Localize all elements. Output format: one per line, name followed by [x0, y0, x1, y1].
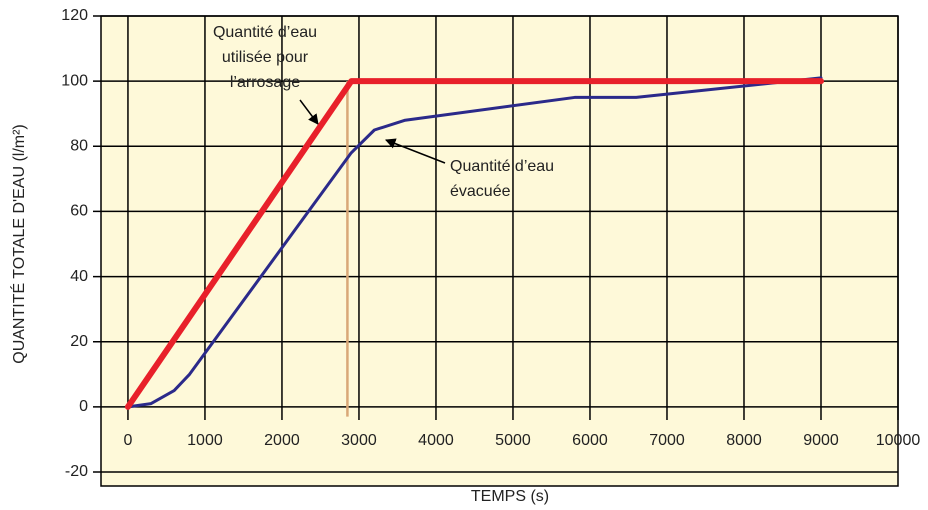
x-tick-label: 8000 [726, 432, 762, 449]
x-tick-label: 10000 [876, 432, 921, 449]
annotation: Quantité d’eau [213, 24, 317, 41]
annotation: utilisée pour [222, 49, 309, 66]
y-tick-label: 40 [70, 268, 88, 285]
y-axis-label: QUANTITÉ TOTALE D'EAU (l/m²) [9, 124, 28, 364]
series-line [124, 78, 824, 410]
annotation-arrow [299, 99, 319, 125]
plot-area [93, 15, 899, 487]
x-tick-label: 5000 [495, 432, 531, 449]
x-tick-label: 2000 [264, 432, 300, 449]
series-line [126, 76, 823, 409]
annotation: l’arrosage [230, 74, 300, 91]
y-tick-label: 20 [70, 333, 88, 350]
x-tick-label: 0 [123, 432, 132, 449]
annotation: évacuée [450, 183, 511, 200]
x-tick-label: 7000 [649, 432, 685, 449]
y-tick-label: -20 [65, 463, 88, 480]
x-tick-label: 9000 [803, 432, 839, 449]
x-tick-label: 4000 [418, 432, 454, 449]
annotation-arrow [385, 138, 446, 164]
annotation: Quantité d’eau [450, 158, 554, 175]
y-tick-label: 100 [61, 72, 88, 89]
x-tick-label: 6000 [572, 432, 608, 449]
x-tick-label: 1000 [187, 432, 223, 449]
y-tick-label: 120 [61, 7, 88, 24]
y-tick-label: 0 [79, 398, 88, 415]
y-tick-label: 80 [70, 138, 88, 155]
y-tick-label: 60 [70, 203, 88, 220]
x-axis-label: TEMPS (s) [471, 488, 549, 505]
x-tick-label: 3000 [341, 432, 377, 449]
plot-background [100, 15, 899, 487]
